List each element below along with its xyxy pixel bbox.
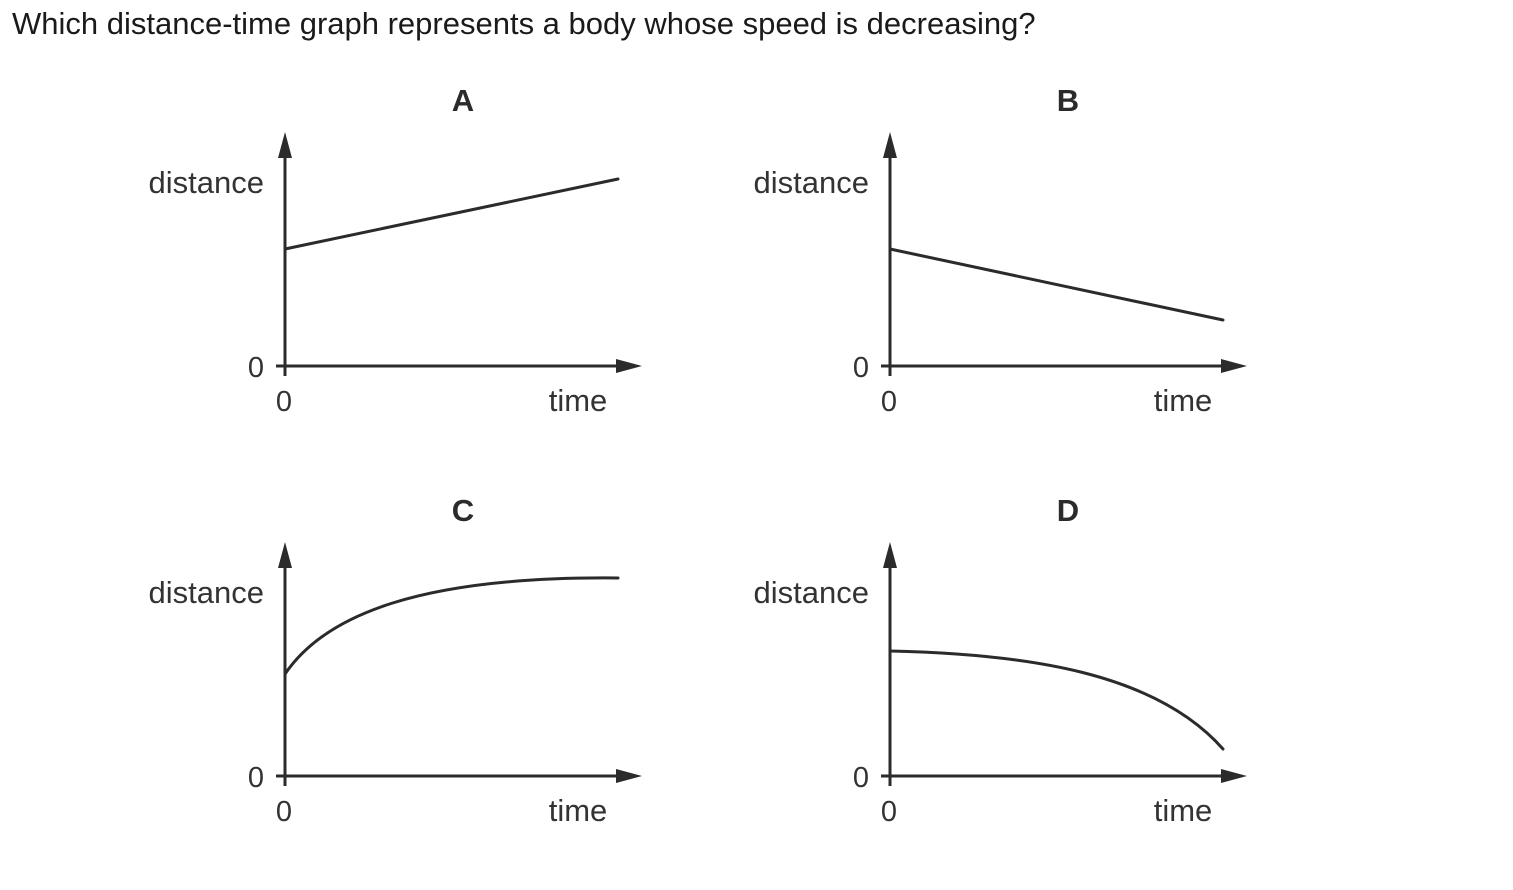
graph-a-svg: A distance 0 0 time xyxy=(149,83,642,418)
graph-d-y-origin-label: 0 xyxy=(853,762,869,794)
graph-c: C distance 0 0 time xyxy=(130,480,850,890)
graph-b-y-origin-label: 0 xyxy=(853,352,869,384)
graph-c-x-axis-arrow xyxy=(616,769,642,783)
graph-b-y-axis-label: distance xyxy=(754,165,869,200)
graph-c-y-axis-label: distance xyxy=(149,575,264,610)
graph-a-y-axis-arrow xyxy=(278,132,292,158)
graph-a-y-axis-label: distance xyxy=(149,165,264,200)
graph-c-y-axis-arrow xyxy=(278,542,292,568)
graph-c-title: C xyxy=(452,493,474,528)
graph-d-svg: D distance 0 0 time xyxy=(754,493,1247,828)
graph-d: D distance 0 0 time xyxy=(735,480,1455,890)
graph-a-x-origin-label: 0 xyxy=(276,386,292,418)
graph-b-line xyxy=(888,247,1225,322)
graph-b: B distance 0 0 time xyxy=(735,70,1455,480)
graph-c-curve xyxy=(283,576,620,676)
graph-d-x-axis-arrow xyxy=(1221,769,1247,783)
graph-a-x-axis-arrow xyxy=(616,359,642,373)
graph-b-x-axis-arrow xyxy=(1221,359,1247,373)
graph-d-x-origin-label: 0 xyxy=(881,796,897,828)
graph-d-x-axis-label: time xyxy=(1154,793,1213,828)
graph-a-y-origin-label: 0 xyxy=(248,352,264,384)
graph-d-y-axis-arrow xyxy=(883,542,897,568)
graph-d-title: D xyxy=(1057,493,1079,528)
graph-a: A distance 0 0 time xyxy=(130,70,850,480)
graph-a-line xyxy=(283,177,620,251)
graph-c-x-axis-label: time xyxy=(549,793,608,828)
graph-a-x-axis-label: time xyxy=(549,383,608,418)
graph-d-y-axis-label: distance xyxy=(754,575,869,610)
graph-b-y-axis-arrow xyxy=(883,132,897,158)
graph-b-x-origin-label: 0 xyxy=(881,386,897,418)
graph-a-title: A xyxy=(452,83,474,118)
graph-c-x-origin-label: 0 xyxy=(276,796,292,828)
graph-b-x-axis-label: time xyxy=(1154,383,1213,418)
graph-d-curve xyxy=(888,649,1225,751)
graph-c-y-origin-label: 0 xyxy=(248,762,264,794)
graph-b-svg: B distance 0 0 time xyxy=(754,83,1247,418)
graph-c-svg: C distance 0 0 time xyxy=(149,493,642,828)
graph-b-title: B xyxy=(1057,83,1079,118)
question-text: Which distance-time graph represents a b… xyxy=(12,6,1036,41)
